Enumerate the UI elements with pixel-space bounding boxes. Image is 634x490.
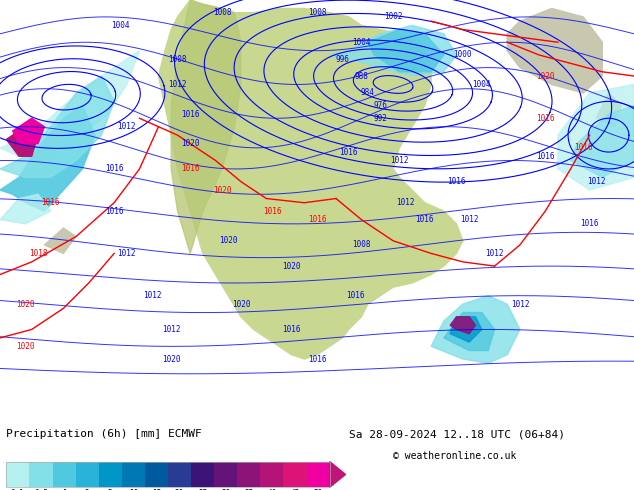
Text: 1016: 1016 — [263, 207, 282, 216]
Polygon shape — [6, 127, 38, 156]
Polygon shape — [13, 118, 44, 144]
Text: 984: 984 — [361, 88, 375, 98]
Polygon shape — [44, 228, 76, 253]
Text: © weatheronline.co.uk: © weatheronline.co.uk — [393, 451, 517, 461]
Text: 1016: 1016 — [346, 291, 365, 300]
Text: 1012: 1012 — [117, 249, 136, 258]
Text: 1004: 1004 — [352, 38, 371, 47]
Bar — [191, 462, 214, 487]
Bar — [145, 462, 168, 487]
Polygon shape — [368, 29, 444, 72]
Polygon shape — [0, 76, 114, 177]
Polygon shape — [330, 462, 346, 487]
Text: 1016: 1016 — [181, 110, 200, 119]
Text: 1016: 1016 — [105, 165, 124, 173]
Polygon shape — [444, 313, 495, 350]
Bar — [237, 462, 261, 487]
Text: 1012: 1012 — [510, 299, 529, 309]
Text: 1008: 1008 — [307, 8, 327, 17]
Text: 1020: 1020 — [181, 139, 200, 148]
Text: 1020: 1020 — [162, 355, 181, 364]
Text: 1008: 1008 — [352, 241, 371, 249]
Text: 1002: 1002 — [384, 12, 403, 22]
Text: 1016: 1016 — [447, 177, 466, 186]
Text: 1020: 1020 — [231, 299, 250, 309]
Text: 1012: 1012 — [396, 198, 415, 207]
Polygon shape — [0, 50, 139, 161]
Bar — [261, 462, 283, 487]
Text: 1016: 1016 — [307, 355, 327, 364]
Bar — [122, 462, 145, 487]
Polygon shape — [558, 84, 634, 190]
Polygon shape — [0, 195, 51, 224]
Polygon shape — [507, 8, 602, 93]
Text: 1004: 1004 — [472, 80, 491, 89]
Polygon shape — [450, 317, 476, 334]
Polygon shape — [431, 295, 520, 363]
Bar — [307, 462, 330, 487]
Text: 1016: 1016 — [282, 325, 301, 334]
Polygon shape — [158, 0, 463, 359]
Text: 992: 992 — [373, 114, 387, 123]
Text: 1012: 1012 — [162, 325, 181, 334]
Text: 996: 996 — [335, 54, 349, 64]
Text: 1020: 1020 — [16, 342, 35, 351]
Text: 988: 988 — [354, 72, 368, 80]
Polygon shape — [171, 0, 241, 253]
Bar — [75, 462, 99, 487]
Text: 1016: 1016 — [105, 207, 124, 216]
Polygon shape — [0, 106, 95, 211]
Text: 1016: 1016 — [307, 215, 327, 224]
Text: 1008: 1008 — [212, 8, 231, 17]
Bar — [214, 462, 237, 487]
Polygon shape — [571, 106, 634, 177]
Polygon shape — [330, 25, 456, 76]
Bar — [6, 462, 29, 487]
Bar — [29, 462, 53, 487]
Text: 1020: 1020 — [219, 236, 238, 245]
Text: 1016: 1016 — [339, 147, 358, 157]
Polygon shape — [596, 93, 621, 127]
Text: 1016: 1016 — [41, 198, 60, 207]
Text: 1020: 1020 — [212, 186, 231, 195]
Text: 1016: 1016 — [536, 152, 555, 161]
Text: 1016: 1016 — [580, 220, 599, 228]
Text: 1012: 1012 — [390, 156, 409, 165]
Text: 1012: 1012 — [460, 215, 479, 224]
Text: 1018: 1018 — [29, 249, 48, 258]
Text: 1020: 1020 — [282, 262, 301, 270]
Text: 1020: 1020 — [536, 72, 555, 80]
Text: 1008: 1008 — [168, 54, 187, 64]
Polygon shape — [450, 317, 482, 342]
Text: 1012: 1012 — [485, 249, 504, 258]
Bar — [53, 462, 75, 487]
Text: Sa 28-09-2024 12..18 UTC (06+84): Sa 28-09-2024 12..18 UTC (06+84) — [349, 429, 565, 439]
Text: 1016: 1016 — [415, 215, 434, 224]
Text: 1016: 1016 — [574, 144, 593, 152]
Bar — [6, 462, 330, 487]
Bar — [283, 462, 307, 487]
Text: 1020: 1020 — [16, 299, 35, 309]
Text: Precipitation (6h) [mm] ECMWF: Precipitation (6h) [mm] ECMWF — [6, 429, 202, 439]
Text: 1012: 1012 — [117, 122, 136, 131]
Text: 1000: 1000 — [453, 50, 472, 59]
Text: 1004: 1004 — [111, 21, 130, 30]
Bar — [168, 462, 191, 487]
Text: 1012: 1012 — [586, 177, 605, 186]
Text: 1016: 1016 — [181, 165, 200, 173]
Text: 1016: 1016 — [536, 114, 555, 123]
Bar — [99, 462, 122, 487]
Text: 1012: 1012 — [168, 80, 187, 89]
Text: 976: 976 — [373, 101, 387, 110]
Text: 1012: 1012 — [143, 291, 162, 300]
